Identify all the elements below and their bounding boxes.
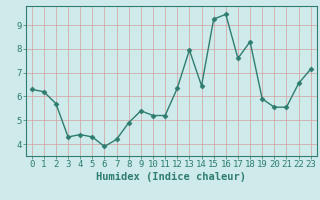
X-axis label: Humidex (Indice chaleur): Humidex (Indice chaleur) [96, 172, 246, 182]
